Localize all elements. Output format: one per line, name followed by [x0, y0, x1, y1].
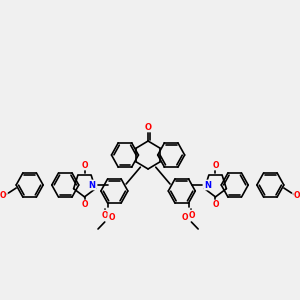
Text: O: O — [108, 214, 115, 223]
Text: O: O — [294, 190, 300, 200]
Text: O: O — [212, 200, 219, 209]
Text: O: O — [212, 160, 219, 169]
Text: O: O — [145, 122, 152, 131]
Text: O: O — [81, 160, 88, 169]
Text: O: O — [81, 200, 88, 209]
Text: O: O — [182, 214, 188, 223]
Text: N: N — [204, 181, 211, 190]
Text: N: N — [89, 181, 96, 190]
Text: O: O — [0, 190, 6, 200]
Text: O: O — [188, 211, 195, 220]
Text: O: O — [101, 211, 108, 220]
